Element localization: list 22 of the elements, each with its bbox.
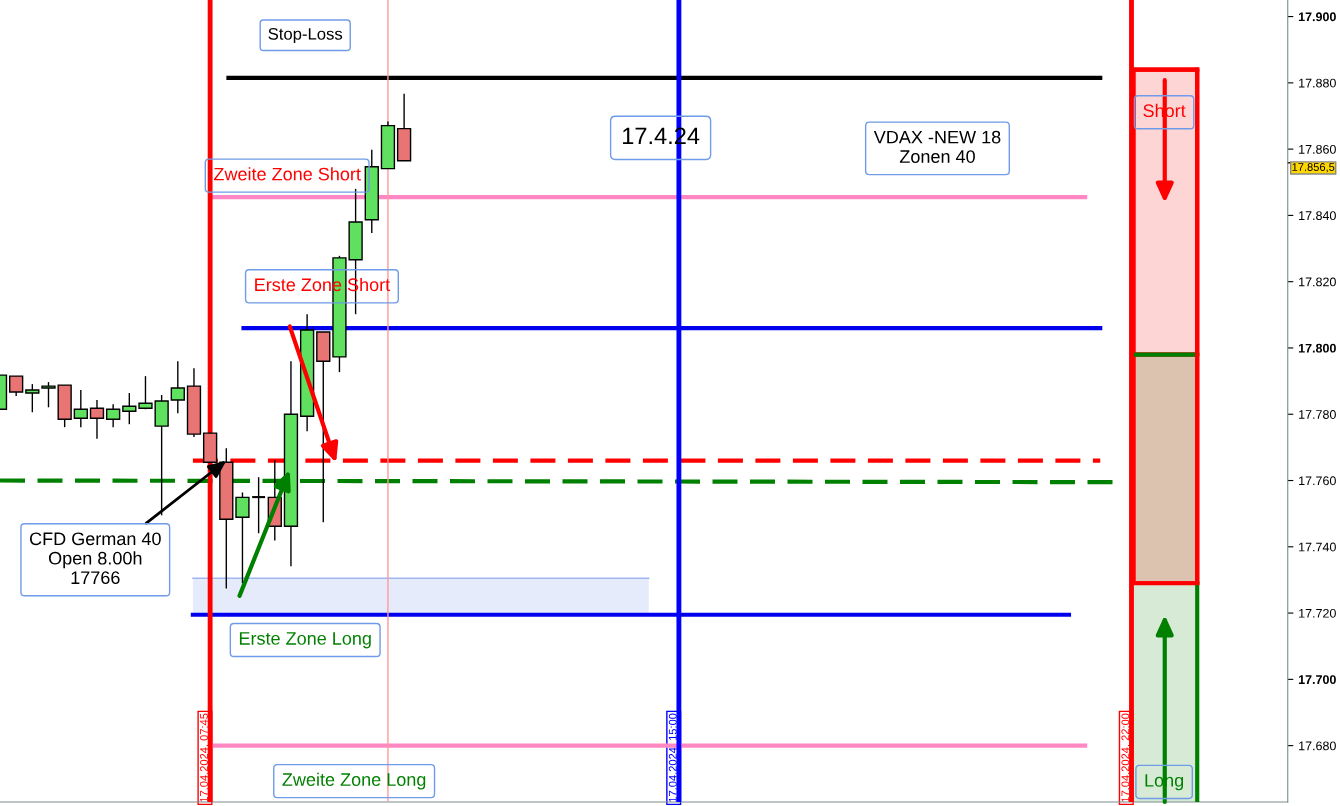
y-tick-label: 17.800: [1298, 343, 1336, 353]
annotation: Stop-Loss: [268, 27, 343, 44]
y-tick-label: 17.760: [1299, 476, 1336, 486]
x-tick-label: 17.04.2024, 15:00: [668, 713, 679, 802]
y-tick-label: 17.780: [1299, 410, 1336, 419]
annotation: VDAX -NEW 18 Zonen 40: [873, 130, 1001, 163]
annotation: Zweite Zone Short: [213, 167, 361, 181]
annotation: CFD German 40 Open 8.00h 17766: [29, 532, 161, 585]
y-tick-label: 17.740: [1299, 542, 1336, 552]
x-tick-label: 17.04.2024, 07:45: [200, 713, 210, 802]
y-tick-label: 17.900: [1298, 12, 1336, 22]
y-tick-label: 17.820: [1299, 277, 1336, 287]
y-tick-label: 17.680: [1299, 741, 1336, 751]
y-tick-label: 17.720: [1299, 608, 1336, 618]
text: 17.856,5: [1292, 163, 1335, 173]
y-tick-label: 17.880: [1299, 78, 1336, 88]
y-tick-label: 17.700: [1298, 675, 1336, 685]
y-tick-label: 17.840: [1299, 211, 1336, 221]
y-tick-label: 17.860: [1299, 144, 1336, 154]
annotation: Zweite Zone Long: [282, 772, 426, 790]
annotation: Erste Zone Long: [239, 632, 371, 649]
x-tick-label: 17.04.2024, 22:00: [1121, 713, 1131, 802]
